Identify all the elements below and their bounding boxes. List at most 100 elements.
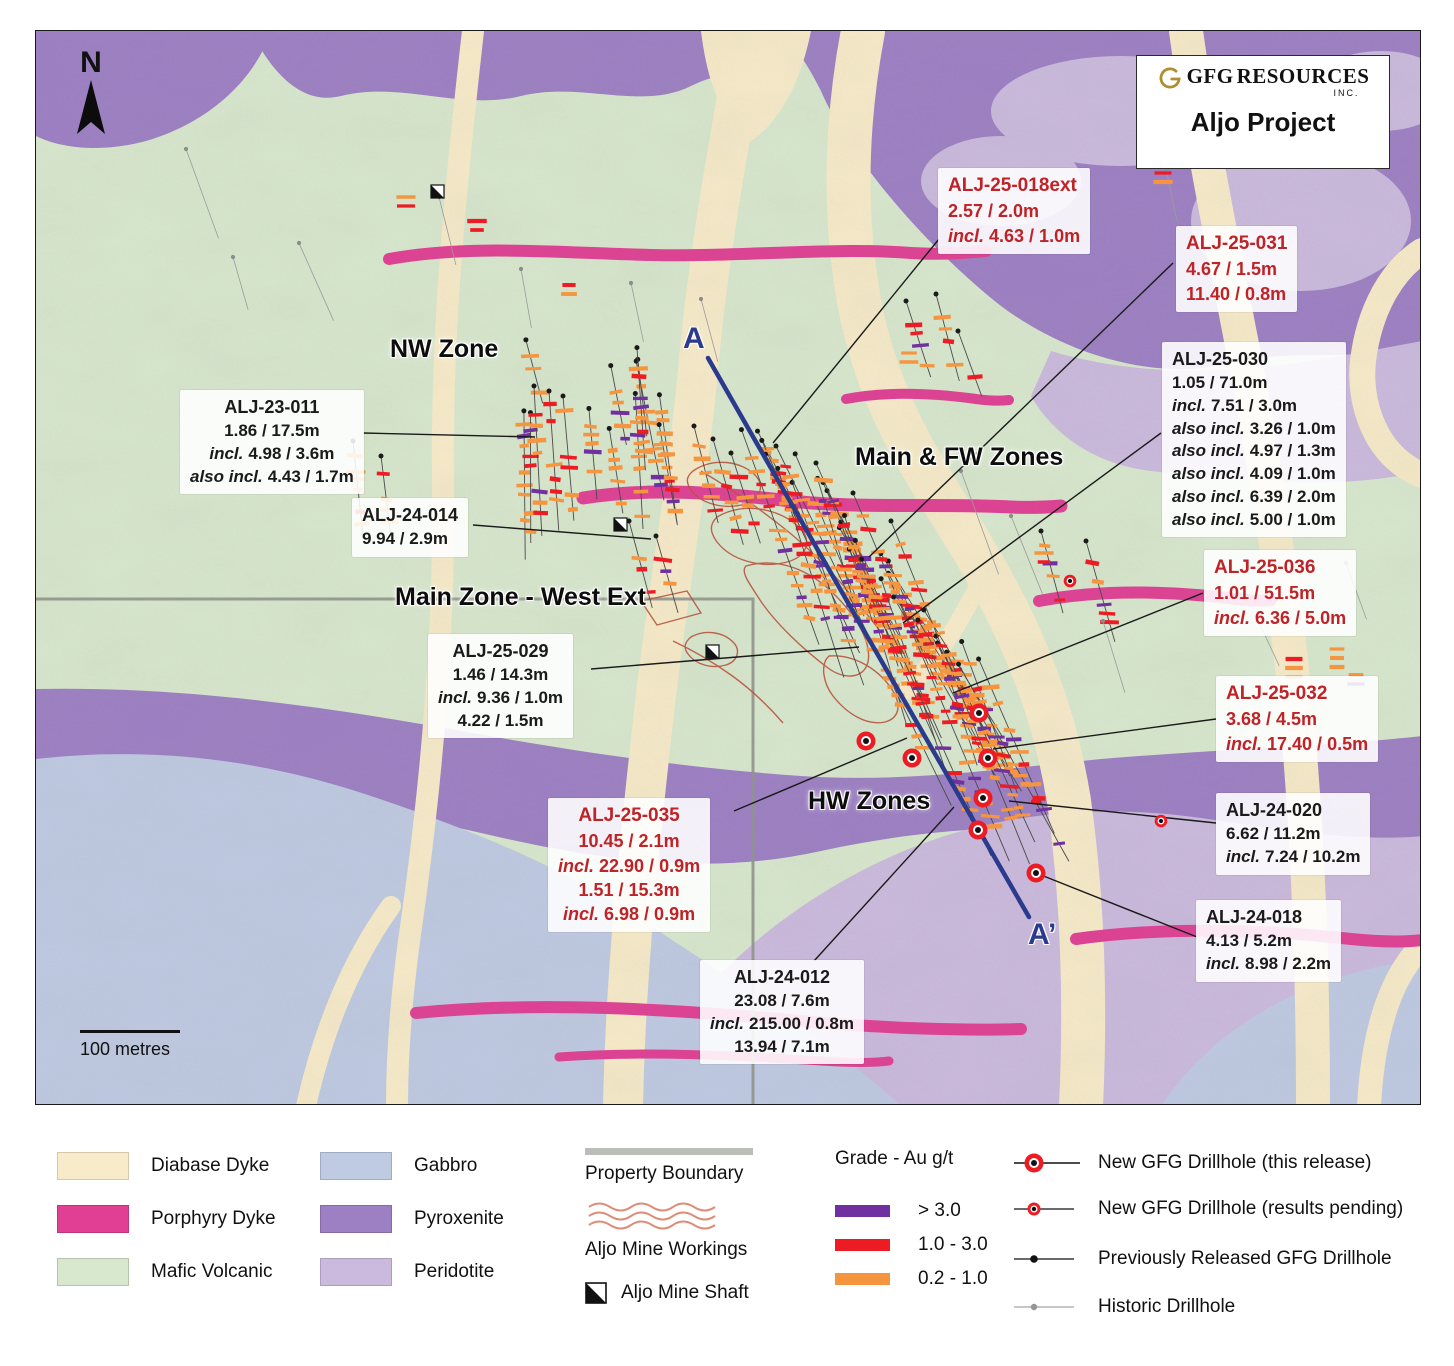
legend-label: Peridotite bbox=[414, 1261, 495, 1282]
annotation-ALJ-25-036: ALJ-25-036 1.01 / 51.5m incl. 6.36 / 5.0m bbox=[1204, 550, 1357, 636]
assay-line: incl. 7.24 / 10.2m bbox=[1226, 846, 1361, 866]
legend-label: Historic Drillhole bbox=[1098, 1296, 1236, 1317]
legend-item-mine-shaft: Aljo Mine Shaft bbox=[585, 1282, 749, 1304]
legend-item-new-drillhole: New GFG Drillhole (this release) bbox=[1012, 1150, 1371, 1176]
assay-line: also incl. 4.97 / 1.3m bbox=[1172, 441, 1336, 461]
assay-line: 3.68 / 4.5m bbox=[1226, 709, 1318, 730]
legend-label: Previously Released GFG Drillhole bbox=[1098, 1248, 1392, 1269]
grade-high-swatch bbox=[835, 1205, 890, 1217]
scale-bar-line bbox=[80, 1030, 180, 1033]
legend-item-previous-drillhole: Previously Released GFG Drillhole bbox=[1012, 1246, 1392, 1272]
legend-swatch-gabbro bbox=[320, 1152, 392, 1180]
grade-mid-swatch bbox=[835, 1239, 890, 1251]
legend-item-porphyry: Porphyry Dyke bbox=[57, 1205, 276, 1233]
assay-line: incl. 7.51 / 3.0m bbox=[1172, 395, 1298, 415]
assay-line: 6.62 / 11.2m bbox=[1226, 824, 1321, 844]
new-drillhole-symbol bbox=[1014, 1153, 1080, 1173]
drillhole-id: ALJ-25-035 bbox=[578, 805, 680, 826]
drillhole-id: ALJ-25-032 bbox=[1226, 683, 1328, 704]
mine-shaft-markers bbox=[430, 184, 720, 659]
assay-line: 11.40 / 0.8m bbox=[1186, 283, 1287, 304]
legend-label: New GFG Drillhole (this release) bbox=[1098, 1152, 1372, 1173]
legend-label: Gabbro bbox=[414, 1155, 478, 1176]
grade-legend-title: Grade - Au g/t bbox=[835, 1148, 954, 1169]
pending-drillhole-markers bbox=[1063, 574, 1168, 828]
mine-workings-symbol bbox=[588, 1202, 716, 1230]
annotation-ALJ-24-018: ALJ-24-018 4.13 / 5.2m incl. 8.98 / 2.2m bbox=[1196, 900, 1342, 982]
legend-swatch-mafic bbox=[57, 1258, 129, 1286]
legend-label: Property Boundary bbox=[585, 1163, 744, 1184]
annotation-ALJ-25-032: ALJ-25-032 3.68 / 4.5m incl. 17.40 / 0.5m bbox=[1216, 676, 1379, 762]
legend: Diabase Dyke Porphyry Dyke Mafic Volcani… bbox=[0, 1142, 1454, 1364]
assay-line: incl. 215.00 / 0.8m bbox=[710, 1013, 854, 1033]
drillhole-id: ALJ-24-018 bbox=[1206, 907, 1303, 927]
assay-line: 1.01 / 51.5m bbox=[1214, 583, 1316, 604]
annotation-ALJ-24-012: ALJ-24-012 23.08 / 7.6m incl. 215.00 / 0.… bbox=[700, 960, 864, 1065]
legend-item-pending-drillhole: New GFG Drillhole (results pending) bbox=[1012, 1196, 1403, 1222]
gfg-logo-icon bbox=[1159, 67, 1181, 89]
section-label-a: A bbox=[683, 322, 705, 355]
legend-item-peridotite: Peridotite bbox=[320, 1258, 494, 1286]
assay-line: 4.67 / 1.5m bbox=[1186, 259, 1278, 280]
mine-shaft-symbol bbox=[585, 1282, 607, 1304]
legend-item-grade-high: > 3.0 bbox=[835, 1200, 961, 1222]
assay-line: 4.13 / 5.2m bbox=[1206, 931, 1293, 951]
legend-label: 1.0 - 3.0 bbox=[918, 1234, 988, 1255]
legend-swatch-pyroxenite bbox=[320, 1205, 392, 1233]
assay-line: incl. 6.98 / 0.9m bbox=[563, 903, 696, 924]
drillhole-id: ALJ-24-014 bbox=[362, 505, 459, 525]
section-label-a-prime: A’ bbox=[1028, 918, 1057, 951]
drillhole-id: ALJ-24-020 bbox=[1226, 800, 1323, 820]
property-boundary-symbol bbox=[585, 1148, 753, 1155]
legend-item-gabbro: Gabbro bbox=[320, 1152, 477, 1180]
annotation-ALJ-25-031: ALJ-25-031 4.67 / 1.5m 11.40 / 0.8m bbox=[1176, 226, 1298, 312]
section-line-a-aprime bbox=[705, 355, 1032, 920]
assay-line: incl. 8.98 / 2.2m bbox=[1206, 953, 1332, 973]
drillhole-id: ALJ-25-030 bbox=[1172, 349, 1269, 369]
scale-bar: 100 metres bbox=[80, 1030, 180, 1060]
assay-line: incl. 4.98 / 3.6m bbox=[209, 443, 335, 463]
project-title: Aljo Project bbox=[1190, 107, 1336, 137]
assay-line: also incl. 4.09 / 1.0m bbox=[1172, 464, 1336, 484]
annotation-leader-lines bbox=[362, 238, 1217, 962]
assay-line: 1.46 / 14.3m bbox=[452, 665, 549, 685]
drillhole-id: ALJ-25-036 bbox=[1214, 557, 1316, 578]
grade-low-swatch bbox=[835, 1273, 890, 1285]
assay-line: also incl. 3.26 / 1.0m bbox=[1172, 418, 1336, 438]
assay-line: 1.86 / 17.5m bbox=[224, 421, 320, 441]
zone-label-main-west-ext: Main Zone - West Ext bbox=[395, 583, 646, 611]
assay-line: incl. 9.36 / 1.0m bbox=[438, 687, 564, 707]
assay-line: incl. 22.90 / 0.9m bbox=[558, 855, 701, 876]
historic-drillhole-symbol bbox=[1014, 1303, 1074, 1311]
legend-item-property-boundary: Property Boundary bbox=[585, 1148, 753, 1185]
drillhole-id: ALJ-23-011 bbox=[224, 397, 320, 417]
annotation-ALJ-25-035: ALJ-25-035 10.45 / 2.1m incl. 22.90 / 0.9… bbox=[548, 798, 711, 932]
annotation-ALJ-24-020: ALJ-24-020 6.62 / 11.2m incl. 7.24 / 10.2… bbox=[1216, 793, 1371, 875]
company-suffix: INC. bbox=[1333, 88, 1360, 98]
previous-drillhole-symbol bbox=[1014, 1255, 1074, 1263]
assay-line: also incl. 4.43 / 1.7m bbox=[190, 466, 354, 486]
zone-label-nw: NW Zone bbox=[390, 335, 499, 363]
assay-line: also incl. 5.00 / 1.0m bbox=[1172, 509, 1336, 529]
assay-line: 23.08 / 7.6m bbox=[734, 991, 830, 1011]
property-boundary-line bbox=[36, 597, 755, 1104]
zone-label-main-fw: Main & FW Zones bbox=[855, 443, 1064, 471]
assay-line: 1.05 / 71.0m bbox=[1172, 373, 1268, 393]
north-label: N bbox=[80, 46, 102, 79]
legend-item-grade-mid: 1.0 - 3.0 bbox=[835, 1234, 988, 1256]
legend-label: Pyroxenite bbox=[414, 1208, 504, 1229]
legend-item-historic-drillhole: Historic Drillhole bbox=[1012, 1294, 1235, 1320]
assay-line: incl. 4.63 / 1.0m bbox=[948, 225, 1081, 246]
legend-swatch-peridotite bbox=[320, 1258, 392, 1286]
assay-line: 9.94 / 2.9m bbox=[362, 529, 449, 549]
pending-drillhole-symbol bbox=[1014, 1202, 1074, 1216]
legend-label: Aljo Mine Workings bbox=[585, 1239, 748, 1260]
annotation-ALJ-24-014: ALJ-24-014 9.94 / 2.9m bbox=[352, 498, 469, 557]
legend-item-pyroxenite: Pyroxenite bbox=[320, 1205, 504, 1233]
new-drillhole-markers bbox=[856, 703, 1046, 883]
assay-line: also incl. 6.39 / 2.0m bbox=[1172, 486, 1336, 506]
assay-line: 10.45 / 2.1m bbox=[578, 831, 680, 852]
drillhole-id: ALJ-24-012 bbox=[733, 967, 830, 987]
grain-texture bbox=[36, 31, 1420, 1104]
